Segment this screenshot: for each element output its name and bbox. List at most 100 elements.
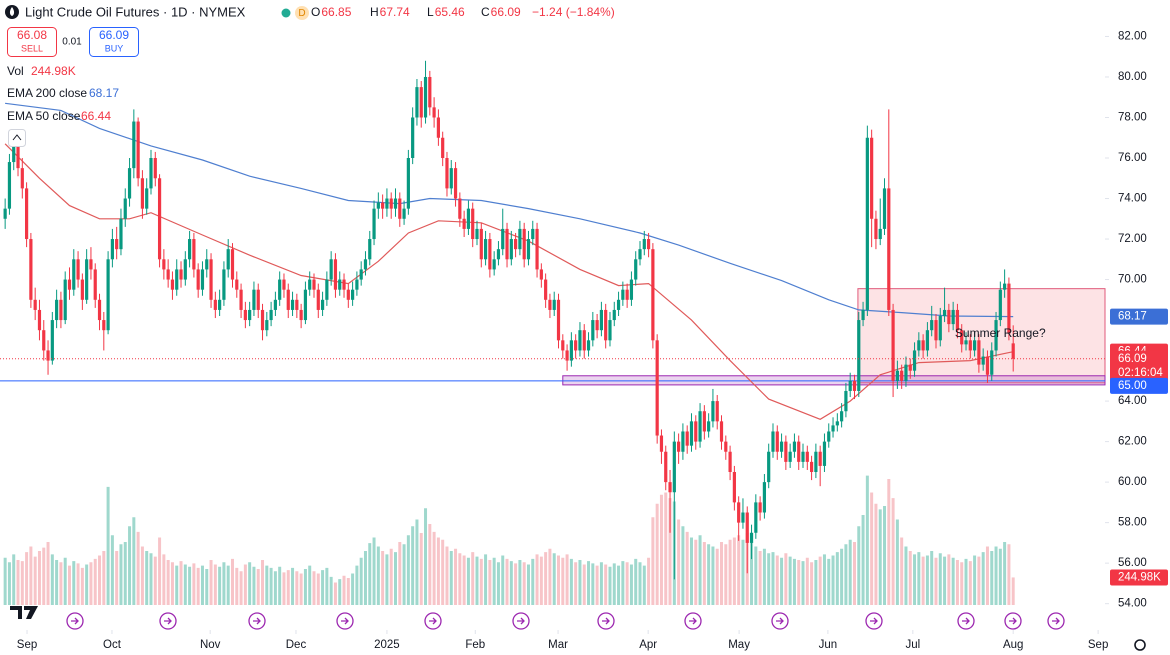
volume-bar: [762, 548, 766, 605]
volume-bar: [578, 560, 582, 605]
volume-bar: [295, 571, 299, 605]
candle-body: [612, 309, 616, 321]
volume-bar: [188, 566, 192, 605]
candle-body: [779, 441, 784, 452]
candle-body: [972, 340, 977, 351]
candle-body: [192, 239, 196, 270]
volume-bar: [505, 558, 509, 605]
volume-bar: [827, 558, 831, 605]
candle-body: [599, 309, 604, 331]
volume-bar: [822, 554, 826, 605]
candle-body: [230, 249, 235, 280]
x-tick-label: Aug: [1003, 639, 1023, 651]
candle-body: [265, 320, 269, 331]
volume-bar: [42, 547, 46, 605]
buy-button[interactable]: [89, 27, 139, 57]
candle-body: [166, 269, 170, 280]
y-tick-label: 62.00: [1118, 436, 1147, 448]
candle-body: [578, 330, 582, 351]
sell-button[interactable]: [7, 27, 57, 57]
volume-bar: [402, 544, 406, 605]
change: −1.24 (−1.84%): [532, 5, 615, 19]
y-tick-label: 58.00: [1118, 517, 1147, 529]
candle-body: [89, 259, 93, 270]
volume-bar: [874, 503, 878, 605]
candle-body: [12, 141, 16, 163]
candle-body: [942, 309, 947, 317]
candle-body: [621, 289, 625, 300]
candle-body: [286, 289, 290, 310]
ema200-badge: [1110, 308, 1168, 325]
candle-body: [925, 330, 930, 351]
candle-body: [140, 178, 145, 209]
candle-body: [938, 316, 942, 341]
volume-bar: [248, 562, 252, 605]
plot-area: Summer Range?: [0, 60, 1106, 605]
candle-body: [715, 401, 719, 422]
volume-bar: [205, 569, 209, 605]
interval-badge[interactable]: [295, 6, 309, 20]
candle-body: [616, 299, 621, 310]
volume-bar: [870, 492, 874, 605]
candle-body: [852, 380, 857, 391]
candle-body: [145, 188, 149, 209]
candle-body: [42, 330, 46, 351]
candle-body: [411, 117, 415, 159]
volume-bar: [76, 563, 80, 605]
settings-button[interactable]: [1134, 639, 1146, 651]
candle-body: [968, 340, 972, 351]
event-icon-arrow: [870, 617, 878, 625]
volume-bar: [303, 569, 307, 605]
event-icon-arrow: [164, 617, 172, 625]
candle-body: [848, 380, 852, 391]
candle-body: [792, 441, 797, 452]
volume-bar: [908, 551, 912, 605]
volume-bar: [299, 573, 303, 605]
candle-body: [398, 198, 402, 219]
candle-body: [741, 512, 745, 523]
volume-bar: [432, 531, 436, 605]
collapse-button[interactable]: [8, 129, 26, 147]
volume-bar: [848, 539, 852, 605]
volume-bar: [642, 565, 646, 605]
volume-bar: [535, 554, 539, 605]
candle-body: [157, 178, 162, 260]
volume-bar: [801, 561, 805, 605]
volume-bar: [634, 558, 638, 605]
candle-body: [882, 188, 887, 229]
candle-body: [934, 320, 938, 341]
candle-body: [642, 239, 646, 250]
volume-bar: [93, 558, 97, 605]
volume-bar: [973, 555, 977, 605]
volume-bar: [496, 562, 500, 605]
volume-bar: [119, 544, 123, 605]
candle-body: [548, 299, 552, 310]
volume-bar: [891, 498, 895, 605]
volume-bar: [1007, 544, 1011, 605]
candle-body: [432, 107, 436, 118]
candle-body: [809, 461, 814, 472]
volume-bar: [501, 555, 505, 605]
ohlc-key: H: [370, 5, 379, 19]
volume-bar: [565, 554, 569, 605]
volume-bar: [548, 548, 552, 605]
candle-body: [312, 279, 316, 290]
volume-bar: [612, 563, 616, 605]
volume-bar: [235, 567, 239, 605]
volume-bar: [355, 565, 359, 605]
candle-body: [904, 364, 908, 381]
candle-body: [719, 421, 724, 442]
candle-body: [196, 269, 200, 290]
candle-body: [814, 451, 818, 472]
volume-bar: [89, 562, 93, 605]
volume-bar: [681, 526, 685, 605]
candle-body: [711, 401, 715, 422]
volume-bar: [810, 562, 814, 605]
volume-bar: [994, 546, 998, 605]
ohlc-value: 66.85: [321, 5, 351, 19]
volume-bar: [625, 562, 629, 605]
volume-bar: [230, 558, 234, 605]
volume-bar: [857, 526, 861, 605]
candle-body: [381, 202, 385, 209]
volume-bar: [728, 539, 732, 605]
